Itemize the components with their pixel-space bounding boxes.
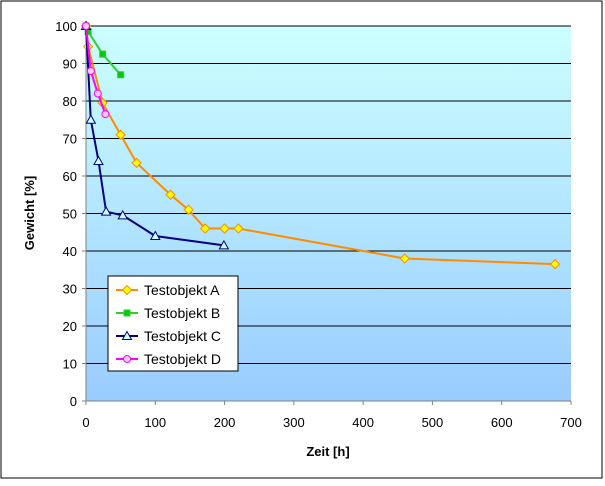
legend-swatch-marker [123,309,131,317]
y-tick-label: 50 [63,207,77,222]
y-tick-label: 40 [63,244,77,259]
legend: Testobjekt A Testobjekt B Testobjekt C Test… [107,275,239,372]
data-point [82,22,90,30]
x-tick-label: 100 [144,415,166,430]
data-point [165,189,176,200]
data-point [219,223,230,234]
y-axis-label: Gewicht [%] [22,176,37,250]
y-tick-label: 70 [63,132,77,147]
data-point [93,89,102,98]
data-point [399,253,410,264]
y-tick-label: 10 [63,357,77,372]
data-point [199,223,211,234]
grid-lines [86,25,571,364]
legend-label: Testobjekt B [144,305,220,321]
y-tick-label: 0 [70,394,77,409]
legend-label: Testobjekt A [144,282,220,298]
data-point [93,155,104,165]
data-point [85,114,97,124]
legend-label: Testobjekt C [144,328,221,344]
data-point [115,129,126,140]
legend-swatch-marker [121,284,133,296]
x-tick-label: 400 [352,415,374,430]
y-tick-label: 60 [63,169,77,184]
y-tick-label: 30 [63,282,77,297]
series-group [80,20,561,270]
x-tick-label: 0 [82,415,89,430]
legend-swatch-marker [121,330,133,340]
data-point [117,209,129,220]
series-line [85,25,107,115]
y-tick-label: 80 [63,94,77,109]
data-point [86,67,95,75]
y-tick-label: 90 [63,57,77,72]
data-point [117,71,125,79]
data-point [218,239,230,250]
data-point [183,204,194,215]
x-tick-label: 200 [214,415,236,430]
series-testobjekt-d [82,22,110,119]
legend-label: Testobjekt D [144,351,221,367]
x-tick-label: 600 [491,415,513,430]
data-point [149,230,161,240]
y-axis-ticks: 0 10 20 30 40 50 60 70 80 90 100 [55,19,86,409]
data-point [99,50,107,58]
data-point [131,157,142,169]
x-tick-label: 700 [560,415,582,430]
x-tick-label: 500 [422,415,444,430]
data-point [233,223,244,234]
y-tick-label: 20 [63,319,77,334]
data-point [100,206,112,216]
x-tick-label: 300 [283,415,305,430]
data-point [101,110,110,119]
x-axis-ticks: 0 100 200 300 400 500 600 700 [82,401,582,430]
legend-swatch-marker [123,355,131,363]
x-axis-label: Zeit [h] [306,444,349,459]
data-point [549,258,561,270]
y-tick-label: 100 [55,19,77,34]
